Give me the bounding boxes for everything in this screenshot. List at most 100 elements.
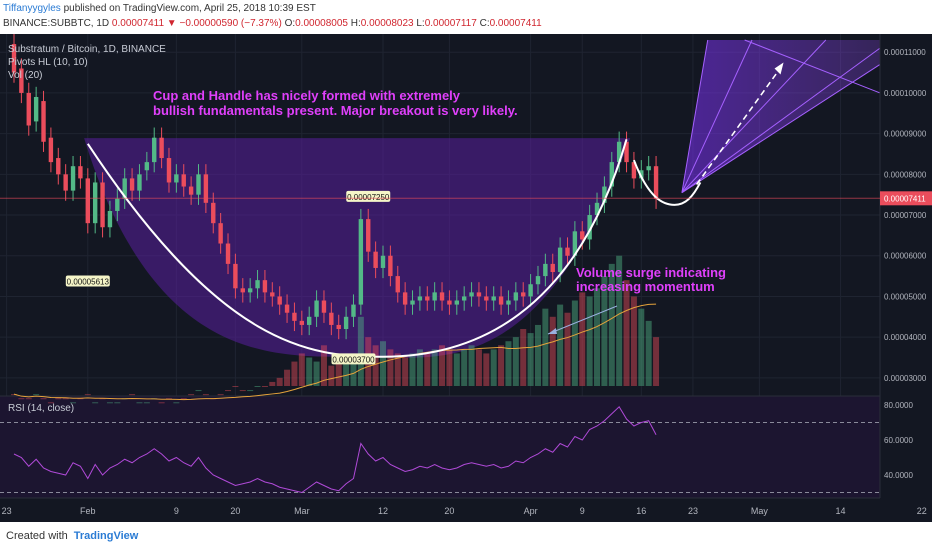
volume-bar: [505, 341, 512, 386]
volume-bar: [534, 324, 541, 386]
volume-bar: [202, 394, 209, 396]
volume-bar: [512, 337, 519, 386]
volume-bar: [461, 349, 468, 386]
candle-body: [351, 304, 356, 317]
volume-bar: [165, 398, 172, 400]
volume-bar: [291, 361, 298, 386]
candle-body: [63, 174, 68, 191]
pivot-labels: 0.00005613 0.00007250 0.00003700: [65, 190, 391, 365]
low-label: L:: [416, 18, 425, 29]
candle-body: [188, 186, 194, 195]
rsi-line: [13, 405, 657, 494]
high-label: H:: [350, 18, 361, 29]
pivot-label: 0.00007250: [346, 190, 391, 202]
candle-body: [366, 219, 371, 252]
volume-bar: [225, 390, 232, 392]
candle-body: [447, 300, 452, 305]
volume-bar: [114, 402, 121, 404]
candle-body: [639, 170, 644, 179]
price-tick-label: 0.00008000: [884, 170, 927, 179]
candle-body: [491, 296, 496, 301]
close-label: C:: [479, 18, 490, 29]
pivot-label-text: 0.00005613: [67, 277, 110, 286]
volume-bar: [261, 386, 268, 387]
pivot-label-box: [65, 275, 110, 287]
volume-bar: [446, 349, 453, 386]
time-tick-label: Mar: [294, 506, 310, 516]
publish-header: Tiffanyygyles published on TradingView.c…: [0, 0, 932, 34]
volume-bar: [247, 390, 254, 392]
candle-body: [100, 182, 105, 228]
candle-body: [653, 166, 659, 199]
last-price-box: [880, 191, 932, 206]
price-axis: 0.00011000 0.00010000 0.00009000 0.00008000…: [0, 34, 932, 522]
candle-body: [137, 174, 142, 191]
chart-area[interactable]: 0.00005613 0.00007250 0.00003700 0.0001100…: [0, 33, 932, 522]
time-tick-label: 12: [378, 506, 388, 516]
candle-body: [624, 141, 629, 163]
tradingview-logo[interactable]: TradingView: [73, 530, 139, 542]
volume-bar: [498, 345, 505, 386]
candle-body: [476, 292, 482, 297]
price-tick-label: 0.00007000: [884, 211, 927, 220]
volume-bar: [468, 345, 475, 386]
volume-bar: [439, 345, 446, 386]
volume-bar: [549, 316, 556, 386]
candle-body: [181, 174, 186, 187]
volume-bar: [557, 304, 564, 386]
price-tick-label: 0.00011000: [884, 48, 926, 57]
volume-bar: [70, 402, 77, 404]
volume-bar: [298, 353, 305, 386]
volume-annotation-line2: increasing momentum: [576, 279, 715, 294]
candle-body: [587, 215, 592, 240]
candle-body: [92, 182, 98, 224]
volume-ma-line: [13, 303, 657, 401]
candle-body: [380, 255, 386, 268]
pivot-label-box: [331, 353, 376, 365]
volume-bar: [601, 276, 608, 386]
rsi-legend: RSI (14, close): [8, 403, 74, 414]
volume-bar: [328, 365, 335, 386]
candle-body: [314, 300, 319, 317]
candle-body: [211, 202, 216, 224]
candle-body: [240, 288, 245, 293]
last-price-label: 0.00007411: [884, 194, 926, 203]
candle-body: [343, 316, 349, 330]
volume-bar: [188, 394, 195, 396]
published-text: published on TradingView.com, April 25, …: [63, 3, 316, 14]
candle-body: [174, 174, 179, 183]
candles: [11, 33, 659, 340]
price-tick-label: 0.00010000: [884, 89, 927, 98]
volume-bar: [62, 398, 69, 400]
candle-body: [373, 251, 378, 268]
pivot-label-text: 0.00003700: [332, 355, 375, 364]
fan-line: [681, 64, 881, 194]
candle-body: [432, 292, 437, 301]
candle-body: [513, 292, 519, 301]
candle-body: [225, 243, 231, 264]
candle-body: [417, 296, 423, 301]
price-chart[interactable]: 0.00005613 0.00007250 0.00003700 0.0001100…: [0, 33, 932, 522]
candle-body: [602, 186, 607, 203]
candle-body: [402, 292, 408, 305]
volume-bar: [586, 296, 593, 386]
candle-body: [565, 247, 570, 256]
candle-body: [115, 198, 120, 211]
ohlc-line: BINANCE:SUBBTC, 1D 0.00007411 ▼ −0.00000…: [3, 18, 542, 29]
volume-bar: [129, 394, 136, 396]
fan-line: [681, 39, 827, 193]
volume-arrow-head: [548, 328, 557, 334]
time-tick-label: Apr: [524, 506, 538, 516]
price-tick-label: 0.00003000: [884, 374, 927, 383]
volume-bar: [409, 353, 416, 386]
cup-annotation-line1: Cup and Handle has nicely formed with ex…: [153, 88, 461, 103]
author-link[interactable]: Tiffanyygyles: [3, 3, 61, 14]
volume-bar: [180, 398, 187, 400]
volume-bar: [313, 361, 320, 386]
candle-body: [196, 174, 201, 195]
time-tick-label: 20: [444, 506, 454, 516]
volume-bar: [616, 255, 623, 386]
volume-bar: [380, 341, 386, 386]
volume-bar: [416, 349, 423, 386]
volume-bar: [276, 377, 283, 386]
